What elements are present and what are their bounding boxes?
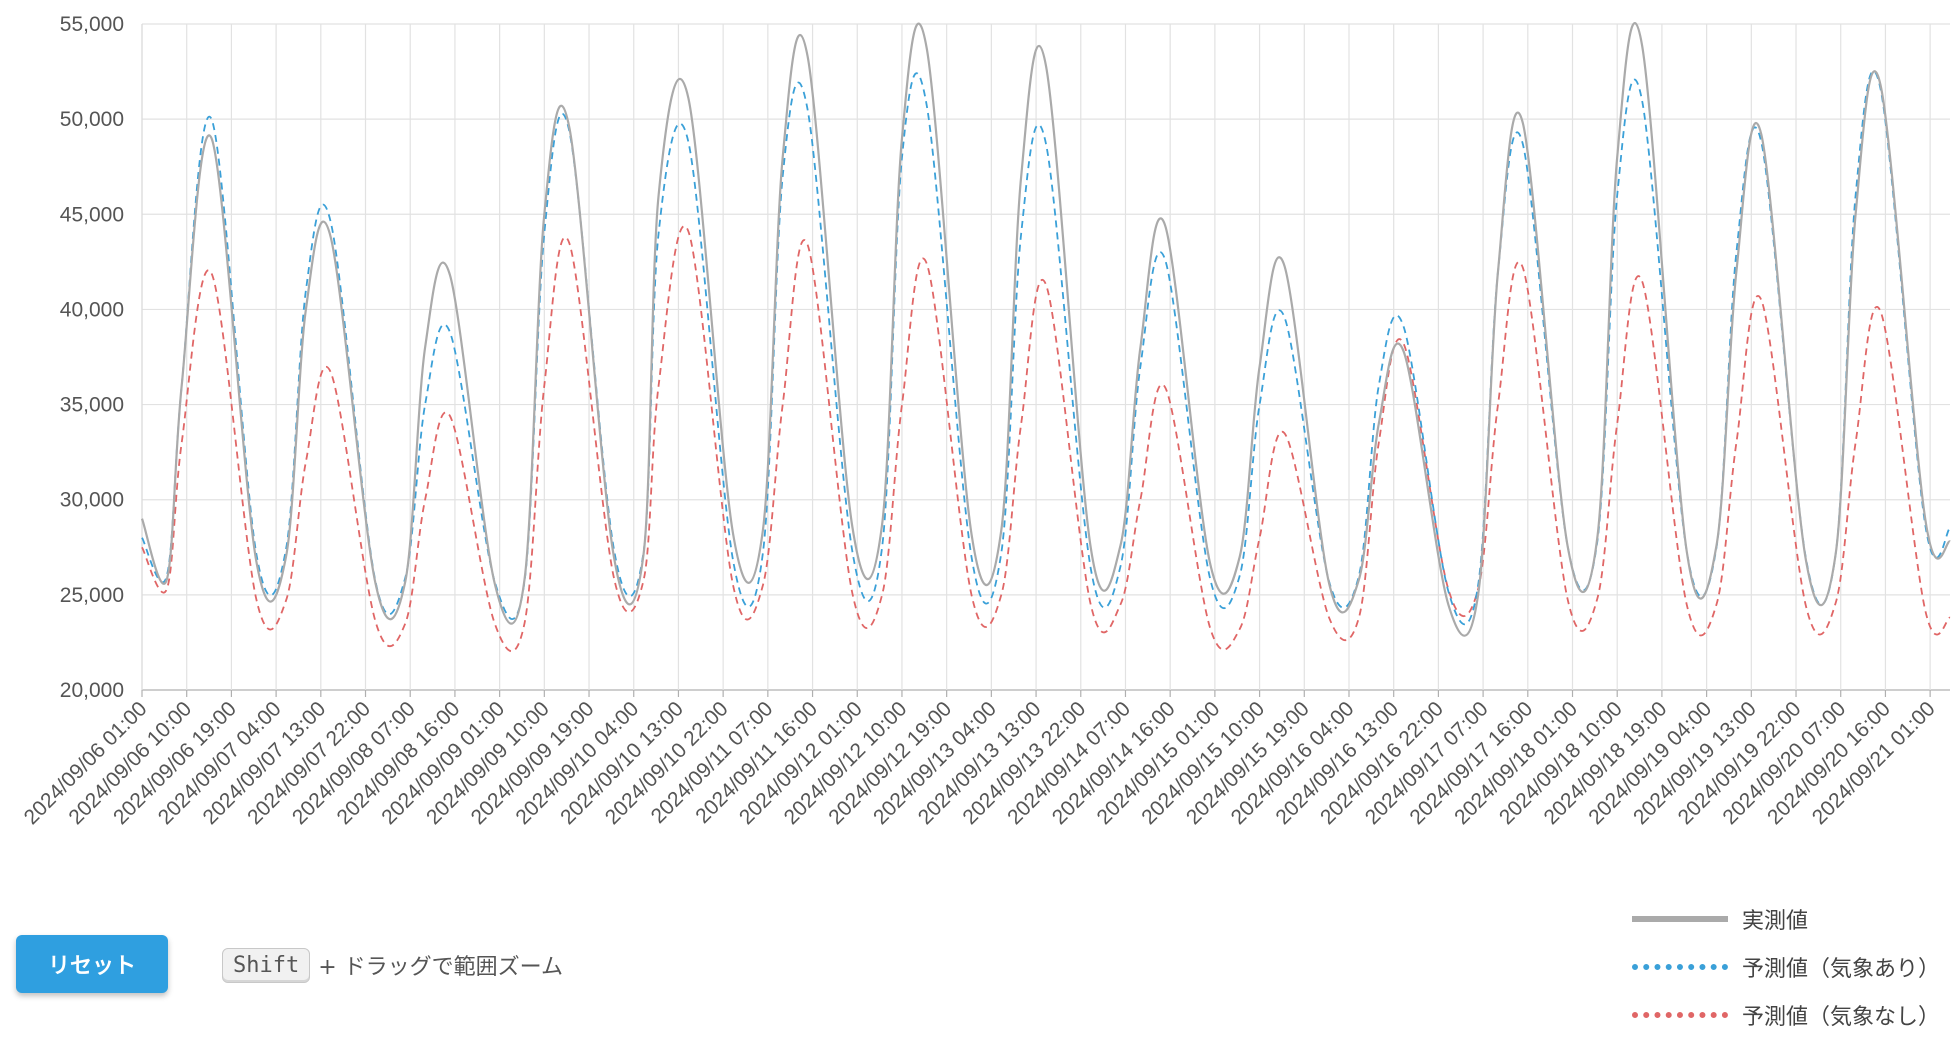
series-lines bbox=[140, 22, 1952, 653]
y-tick-label: 45,000 bbox=[60, 203, 124, 226]
reset-button[interactable]: リセット bbox=[16, 935, 168, 993]
zoom-hint-text: + ドラッグで範囲ズーム bbox=[318, 955, 564, 980]
y-tick-label: 35,000 bbox=[60, 394, 124, 417]
y-tick-label: 40,000 bbox=[60, 298, 124, 321]
legend-swatch-actual bbox=[1632, 916, 1728, 922]
legend-label-forecast-with-weather: 予測値（気象あり） bbox=[1742, 957, 1941, 982]
series-forecast-with-weather-line bbox=[141, 70, 1951, 626]
y-axis: 20,000 25,000 30,000 35,000 40,000 45,000 50,0… bbox=[60, 13, 124, 702]
legend-swatch-forecast-with-weather bbox=[1632, 964, 1728, 970]
y-tick-label: 20,000 bbox=[60, 679, 124, 702]
line-chart[interactable]: 20,000 25,000 30,000 35,000 40,000 45,000 50,0… bbox=[0, 0, 1958, 880]
legend-swatch-forecast-without-weather bbox=[1632, 1012, 1728, 1018]
series-forecast-without-weather-line bbox=[141, 225, 1951, 653]
y-tick-label: 25,000 bbox=[60, 584, 124, 607]
series-actual-line bbox=[140, 22, 1952, 637]
shift-key: Shift bbox=[222, 947, 311, 983]
y-tick-label: 30,000 bbox=[60, 489, 124, 512]
y-tick-label: 55,000 bbox=[60, 13, 124, 36]
legend-label-actual: 実測値 bbox=[1742, 909, 1809, 934]
legend-item-forecast-without-weather[interactable]: 予測値（気象なし） bbox=[1632, 991, 1952, 1039]
legend-item-forecast-with-weather[interactable]: 予測値（気象あり） bbox=[1632, 943, 1952, 991]
legend: 実測値 予測値（気象あり） 予測値（気象なし） bbox=[1632, 895, 1952, 1039]
legend-label-forecast-without-weather: 予測値（気象なし） bbox=[1742, 1005, 1941, 1030]
grid-lines bbox=[141, 23, 1950, 697]
zoom-hint: Shift + ドラッグで範囲ズーム bbox=[222, 945, 563, 985]
y-tick-label: 50,000 bbox=[60, 108, 124, 131]
legend-item-actual[interactable]: 実測値 bbox=[1632, 895, 1952, 943]
